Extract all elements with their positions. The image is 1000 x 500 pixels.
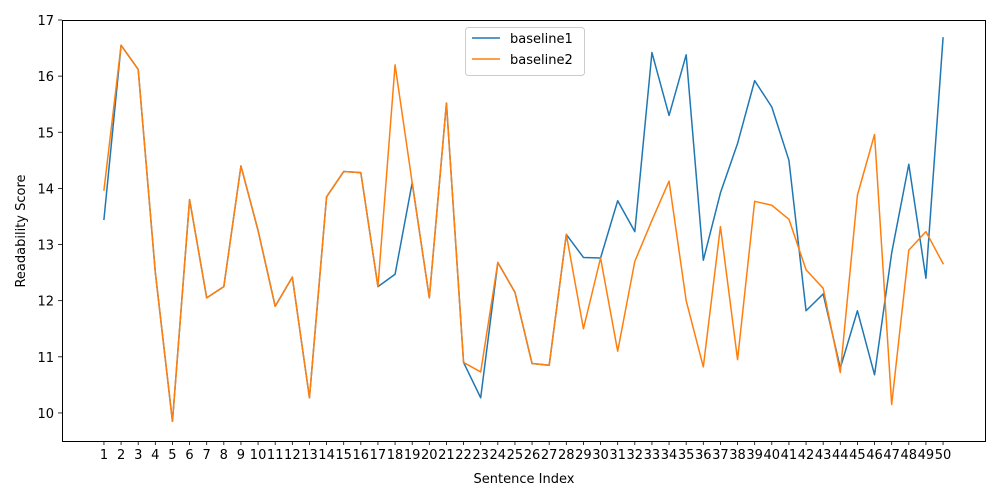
legend-box [465,27,585,76]
x-tick-label: 1 [100,448,108,463]
x-tick-label: 33 [644,448,661,463]
x-tick-label: 14 [318,448,335,463]
x-tick-label: 29 [575,448,592,463]
x-tick-label: 9 [237,448,245,463]
x-tick-label: 48 [901,448,918,463]
x-tick-label: 46 [866,448,883,463]
x-tick-label: 27 [541,448,558,463]
x-tick-label: 36 [695,448,712,463]
x-tick-label: 50 [935,448,952,463]
x-tick-label: 5 [168,448,176,463]
y-axis: 10 11 12 13 14 15 16 17 [37,14,62,422]
x-tick-label: 12 [284,448,301,463]
x-tick-label: 25 [507,448,524,463]
series-lines [103,37,945,423]
x-tick-label: 4 [151,448,159,463]
legend-label-baseline2: baseline2 [510,53,573,68]
x-tick-label: 45 [849,448,866,463]
x-tick-label: 23 [472,448,489,463]
x-tick-label: 11 [267,448,284,463]
x-axis-label: Sentence Index [474,472,575,487]
x-tick-label: 20 [421,448,438,463]
y-tick-label: 13 [37,239,54,254]
x-tick-label: 2 [117,448,125,463]
x-tick-label: 32 [627,448,644,463]
x-tick-label: 13 [301,448,318,463]
x-tick-label: 24 [490,448,507,463]
x-tick-label: 3 [134,448,142,463]
legend-label-baseline1: baseline1 [510,32,573,47]
x-tick-label: 8 [220,448,228,463]
x-tick-label: 42 [798,448,815,463]
x-tick-label: 35 [678,448,695,463]
y-axis-label: Readability Score [14,174,29,287]
x-tick-label: 34 [661,448,678,463]
y-tick-label: 10 [37,407,54,422]
y-tick-label: 17 [37,14,54,29]
x-tick-label: 41 [781,448,798,463]
y-tick-label: 16 [37,70,54,85]
x-tick-label: 19 [404,448,421,463]
x-tick-label: 39 [746,448,763,463]
y-tick-label: 12 [37,295,54,310]
x-tick-label: 7 [203,448,211,463]
x-tick-label: 17 [370,448,387,463]
x-tick-label: 47 [883,448,900,463]
x-tick-label: 40 [764,448,781,463]
x-tick-label: 30 [592,448,609,463]
x-tick-label: 10 [250,448,267,463]
x-axis: 1 2 3 4 5 6 7 8 9 10 11 12 13 14 15 16 17 18 19 20 21 22 23 24 2… [100,441,952,463]
x-tick-label: 26 [524,448,541,463]
x-tick-label: 28 [558,448,575,463]
series-line-baseline1 [103,37,944,423]
x-tick-label: 6 [185,448,193,463]
x-tick-label: 38 [729,448,746,463]
x-tick-label: 37 [712,448,729,463]
x-tick-label: 21 [438,448,455,463]
x-tick-label: 31 [609,448,626,463]
y-tick-label: 15 [37,126,54,141]
plot-area-frame [62,20,986,442]
x-tick-label: 49 [918,448,935,463]
x-tick-label: 43 [815,448,832,463]
x-tick-label: 16 [353,448,370,463]
legend: baseline1 baseline2 [465,27,585,76]
y-tick-label: 14 [37,182,54,197]
x-tick-label: 22 [455,448,472,463]
x-tick-label: 15 [335,448,352,463]
x-tick-label: 18 [387,448,404,463]
series-line-baseline2 [103,44,945,423]
x-tick-label: 44 [832,448,849,463]
y-tick-label: 11 [37,351,54,366]
